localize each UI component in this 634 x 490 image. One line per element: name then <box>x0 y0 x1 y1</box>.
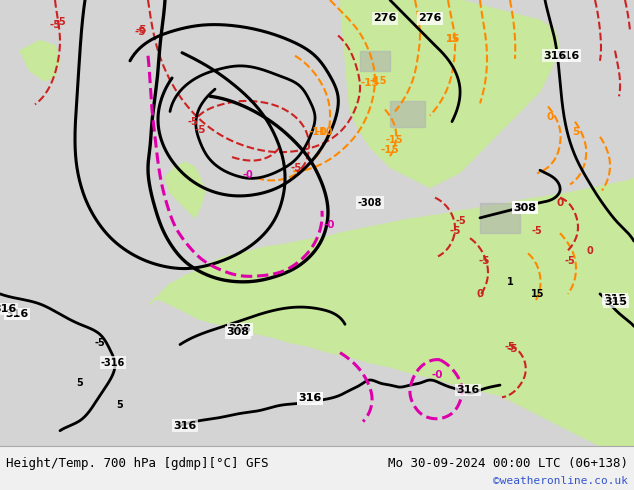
Text: 276: 276 <box>373 13 397 23</box>
Text: -15: -15 <box>380 145 399 155</box>
Text: -5: -5 <box>94 338 105 347</box>
Text: 308: 308 <box>514 203 536 213</box>
Text: -5: -5 <box>135 25 146 35</box>
Polygon shape <box>150 177 634 446</box>
Text: 15: 15 <box>446 33 460 44</box>
Text: 0: 0 <box>557 197 564 208</box>
Text: 316: 316 <box>5 309 29 319</box>
Text: 316: 316 <box>299 393 321 403</box>
Text: 1: 1 <box>507 277 514 287</box>
Text: -5: -5 <box>455 216 466 226</box>
Text: -0: -0 <box>323 220 335 230</box>
Text: -5: -5 <box>478 256 489 267</box>
Text: -316: -316 <box>101 358 125 368</box>
Text: 316: 316 <box>173 420 197 431</box>
Text: 316: 316 <box>556 51 579 61</box>
Text: -10: -10 <box>309 127 327 137</box>
Text: -5: -5 <box>187 117 198 126</box>
Text: 308: 308 <box>226 327 250 338</box>
Text: -5: -5 <box>450 226 461 236</box>
Text: -5: -5 <box>290 163 302 173</box>
Text: -0: -0 <box>243 171 254 180</box>
Text: -15: -15 <box>386 135 403 145</box>
Text: 316: 316 <box>299 393 321 403</box>
Text: -15: -15 <box>370 76 387 86</box>
Text: 316: 316 <box>0 304 16 314</box>
Polygon shape <box>390 101 425 127</box>
Text: -5: -5 <box>55 17 66 27</box>
Text: 15: 15 <box>446 33 460 44</box>
Text: -10: -10 <box>315 127 332 137</box>
Text: 0: 0 <box>586 246 593 256</box>
Text: -5: -5 <box>134 27 146 37</box>
Text: 5: 5 <box>77 378 84 388</box>
Text: 15: 15 <box>531 289 545 299</box>
Text: 5: 5 <box>117 400 124 410</box>
Polygon shape <box>340 0 560 188</box>
Polygon shape <box>0 0 634 446</box>
Text: 308: 308 <box>514 203 536 213</box>
Text: Height/Temp. 700 hPa [gdmp][°C] GFS: Height/Temp. 700 hPa [gdmp][°C] GFS <box>6 457 269 470</box>
Polygon shape <box>20 41 60 81</box>
Text: -5: -5 <box>532 226 542 236</box>
Text: 276: 276 <box>418 13 442 23</box>
Text: -5: -5 <box>565 256 576 267</box>
Text: 308: 308 <box>228 324 252 334</box>
Text: -0: -0 <box>431 370 443 380</box>
Text: 0: 0 <box>476 289 484 299</box>
Text: 316: 316 <box>543 51 567 61</box>
Text: -5: -5 <box>49 21 61 30</box>
Polygon shape <box>165 162 205 218</box>
Text: 315: 315 <box>604 297 628 307</box>
Text: -5: -5 <box>194 125 206 135</box>
Text: Mo 30-09-2024 00:00 LTC (06+138): Mo 30-09-2024 00:00 LTC (06+138) <box>387 457 628 470</box>
Text: 315: 315 <box>604 294 626 304</box>
Text: -5: -5 <box>505 342 515 352</box>
Text: 316: 316 <box>456 385 480 395</box>
Text: -15: -15 <box>361 78 379 88</box>
Text: -308: -308 <box>358 197 382 208</box>
Text: ©weatheronline.co.uk: ©weatheronline.co.uk <box>493 476 628 487</box>
Text: 5: 5 <box>573 127 579 137</box>
Text: 0: 0 <box>547 112 553 122</box>
Text: -5: -5 <box>507 343 518 354</box>
Polygon shape <box>360 50 390 71</box>
Polygon shape <box>480 203 520 233</box>
